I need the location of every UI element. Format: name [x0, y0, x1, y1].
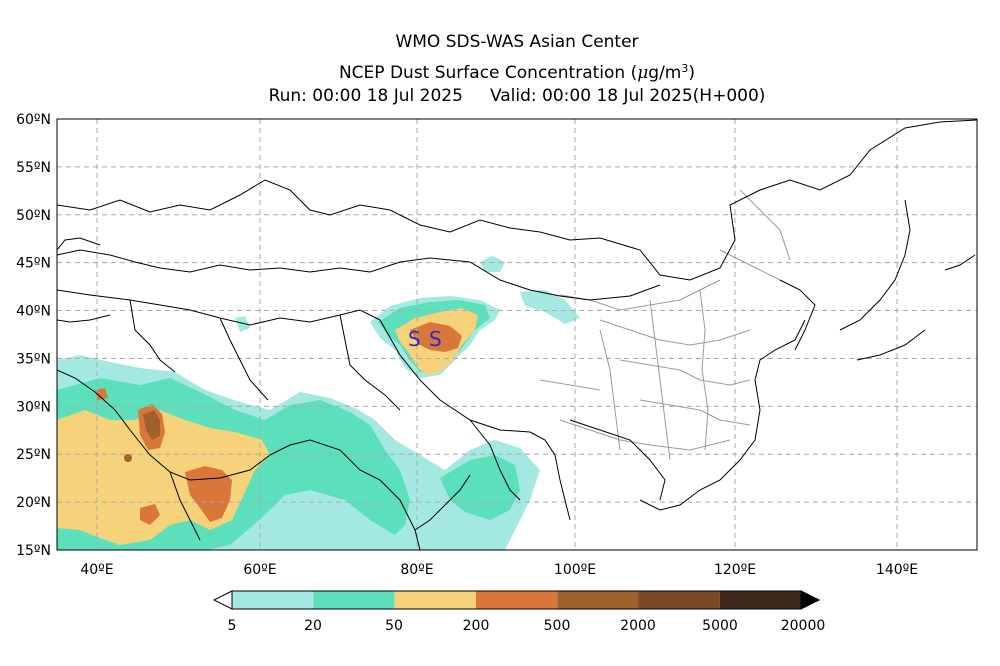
- lon-label: 140ºE: [876, 562, 918, 578]
- dust-region-moderate-india: [440, 455, 520, 520]
- borders: [57, 119, 977, 550]
- marker-s-1: S: [408, 327, 421, 351]
- lat-axis-labels: 60ºN 55ºN 50ºN 45ºN 40ºN 35ºN 30ºN 25ºN 20ºN 15ºN: [16, 112, 51, 559]
- dust-region-light-north: [480, 256, 505, 272]
- dust-region-very-high-4: [95, 388, 108, 400]
- lat-label: 40ºN: [16, 304, 51, 320]
- dust-region-light-ca: [235, 316, 250, 332]
- lon-label: 80ºE: [400, 562, 433, 578]
- title-close: ): [688, 63, 696, 83]
- colorbar-swatch: [638, 591, 720, 609]
- dust-region-very-high-tarim: [410, 322, 462, 352]
- unit-mu: μ: [637, 63, 649, 83]
- lon-label: 100ºE: [554, 562, 596, 578]
- unit-exponent: 3: [681, 62, 689, 75]
- title-line-2: NCEP Dust Surface Concentration (μg/m3): [0, 59, 1000, 83]
- lon-label: 60ºE: [243, 562, 276, 578]
- lat-label: 25ºN: [16, 447, 51, 463]
- colorbar-label: 2000: [620, 618, 656, 634]
- colorbar-label: 5: [228, 618, 237, 634]
- lat-label: 45ºN: [16, 256, 51, 272]
- colorbar-label: 500: [544, 618, 571, 634]
- lat-label: 35ºN: [16, 351, 51, 367]
- colorbar-swatch: [719, 591, 802, 609]
- dust-region-extreme-2: [124, 454, 132, 462]
- unit-gm: g/m: [648, 63, 682, 83]
- colorbar-label: 20: [304, 618, 322, 634]
- lat-label: 15ºN: [16, 543, 51, 559]
- colorbar-label: 50: [385, 618, 403, 634]
- lon-label: 120ºE: [714, 562, 756, 578]
- graticule: [57, 119, 977, 550]
- colorbar-under-arrow: [212, 590, 233, 610]
- dust-region-very-high-3: [140, 504, 160, 525]
- colorbar-swatch: [557, 591, 639, 609]
- dust-fields: [57, 256, 580, 550]
- province-lines: [539, 189, 791, 461]
- title-main: NCEP Dust Surface Concentration (: [338, 63, 638, 83]
- lat-label: 20ºN: [16, 495, 51, 511]
- title-line-1: WMO SDS-WAS Asian Center: [395, 32, 639, 52]
- colorbar-label: 200: [463, 618, 490, 634]
- run-time: Run: 00:00 18 Jul 2025: [268, 86, 463, 106]
- title-line-3: Run: 00:00 18 Jul 2025 Valid: 00:00 18 J…: [0, 86, 1000, 106]
- lat-label: 50ºN: [16, 208, 51, 224]
- colorbar-over-arrow: [800, 590, 821, 610]
- colorbar-outline: [231, 590, 802, 610]
- colorbar-swatch: [313, 591, 395, 609]
- dust-region-light-tarim: [520, 290, 580, 324]
- colorbar-swatch: [394, 591, 476, 609]
- valid-time: Valid: 00:00 18 Jul 2025(H+000): [489, 86, 766, 106]
- country-borders: [57, 119, 977, 550]
- lat-label: 30ºN: [16, 399, 51, 415]
- marker-s-2: S: [429, 327, 442, 351]
- colorbar: 5 20 50 200 500 2000 5000 20000: [212, 590, 826, 634]
- dust-region-extreme: [143, 410, 160, 440]
- colorbar-label: 5000: [702, 618, 738, 634]
- colorbar-swatch: [475, 591, 558, 609]
- lon-label: 40ºE: [80, 562, 113, 578]
- map-frame: [56, 118, 978, 551]
- lat-label: 55ºN: [16, 160, 51, 176]
- dust-source-markers: S S: [408, 327, 442, 351]
- colorbar-label: 20000: [781, 618, 826, 634]
- lat-label: 60ºN: [16, 112, 51, 128]
- colorbar-swatch: [232, 591, 314, 609]
- lon-axis-labels: 40ºE 60ºE 80ºE 100ºE 120ºE 140ºE: [80, 562, 918, 578]
